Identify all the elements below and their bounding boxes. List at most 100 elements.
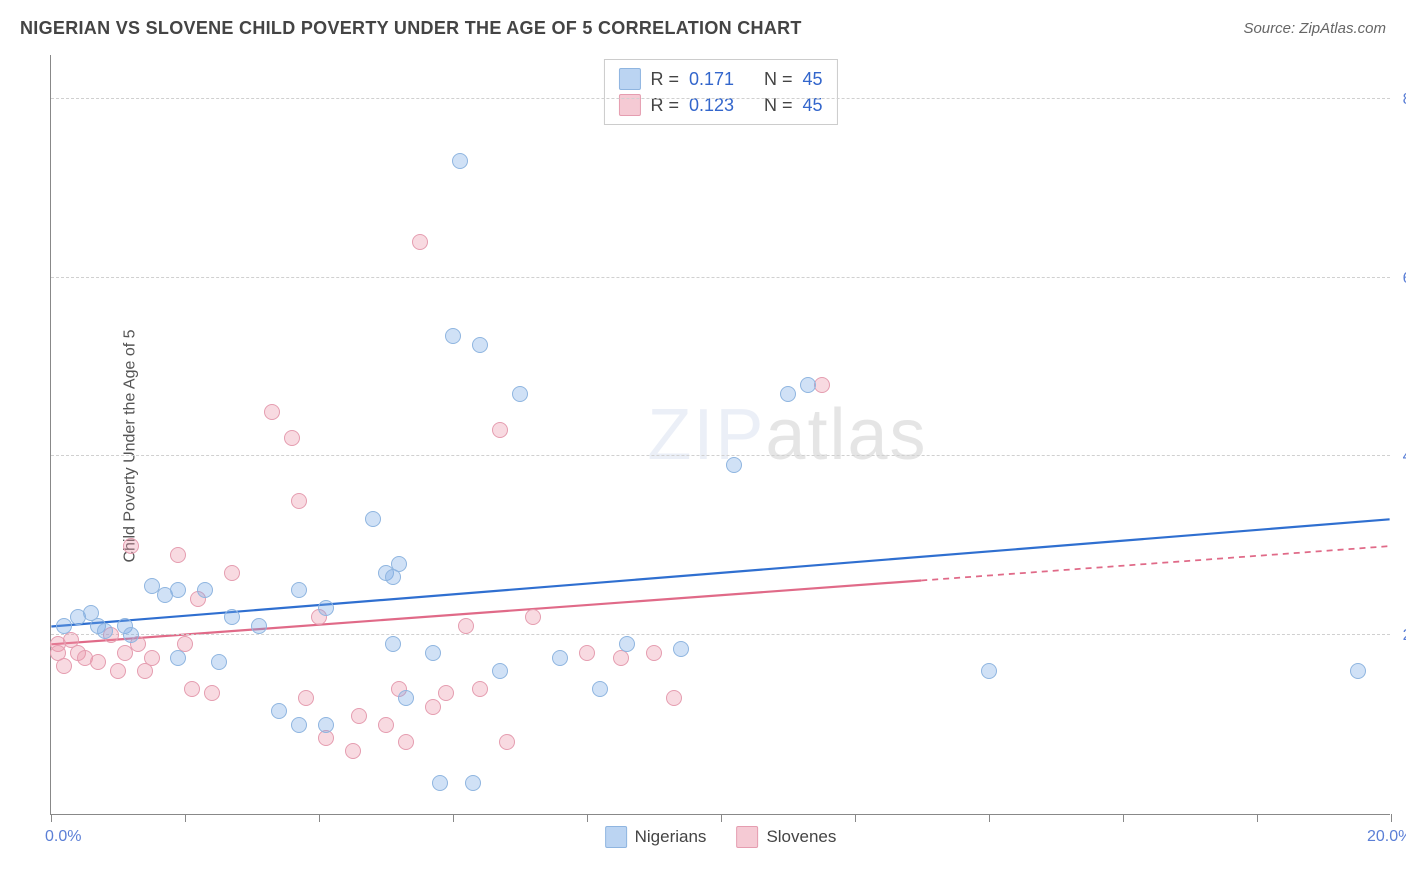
gridline [51, 98, 1390, 99]
x-tick [587, 814, 588, 822]
data-point-slovenes [264, 404, 280, 420]
data-point-slovenes [345, 743, 361, 759]
x-tick-label: 0.0% [45, 828, 81, 846]
source-attribution: Source: ZipAtlas.com [1243, 20, 1386, 37]
legend-label-slovenes: Slovenes [766, 827, 836, 847]
scatter-plot-area: ZIPatlas R = 0.171 N = 45 R = 0.123 N = … [50, 55, 1390, 815]
data-point-nigerians [291, 717, 307, 733]
gridline [51, 634, 1390, 635]
data-point-slovenes [412, 234, 428, 250]
data-point-nigerians [398, 690, 414, 706]
n-label: N = [764, 69, 793, 90]
data-point-slovenes [224, 565, 240, 581]
data-point-slovenes [579, 645, 595, 661]
data-point-slovenes [123, 538, 139, 554]
gridline [51, 455, 1390, 456]
data-point-slovenes [499, 734, 515, 750]
data-point-nigerians [123, 627, 139, 643]
r-label: R = [650, 69, 679, 90]
data-point-nigerians [385, 636, 401, 652]
legend-item-slovenes: Slovenes [736, 826, 836, 848]
data-point-nigerians [512, 386, 528, 402]
y-tick-label: 60.0% [1392, 270, 1406, 288]
data-point-slovenes [492, 422, 508, 438]
slovenes-swatch-icon [736, 826, 758, 848]
data-point-slovenes [90, 654, 106, 670]
stats-row-slovenes: R = 0.123 N = 45 [618, 92, 822, 118]
data-point-slovenes [666, 690, 682, 706]
data-point-nigerians [452, 153, 468, 169]
r-value-nigerians: 0.171 [689, 69, 734, 90]
data-point-nigerians [211, 654, 227, 670]
data-point-slovenes [351, 708, 367, 724]
x-tick [51, 814, 52, 822]
y-tick-label: 40.0% [1392, 448, 1406, 466]
data-point-nigerians [425, 645, 441, 661]
data-point-slovenes [184, 681, 200, 697]
data-point-nigerians [271, 703, 287, 719]
n-value-nigerians: 45 [803, 69, 823, 90]
data-point-nigerians [170, 582, 186, 598]
chart-title: NIGERIAN VS SLOVENE CHILD POVERTY UNDER … [20, 18, 802, 39]
x-tick [989, 814, 990, 822]
data-point-nigerians [391, 556, 407, 572]
data-point-slovenes [525, 609, 541, 625]
data-point-nigerians [318, 717, 334, 733]
data-point-nigerians [170, 650, 186, 666]
data-point-nigerians [465, 775, 481, 791]
data-point-nigerians [780, 386, 796, 402]
data-point-slovenes [284, 430, 300, 446]
x-tick [185, 814, 186, 822]
stats-row-nigerians: R = 0.171 N = 45 [618, 66, 822, 92]
x-tick [721, 814, 722, 822]
data-point-nigerians [552, 650, 568, 666]
data-point-slovenes [170, 547, 186, 563]
legend-item-nigerians: Nigerians [605, 826, 707, 848]
legend: Nigerians Slovenes [605, 826, 837, 848]
data-point-slovenes [472, 681, 488, 697]
data-point-slovenes [398, 734, 414, 750]
nigerians-swatch-icon [605, 826, 627, 848]
data-point-slovenes [438, 685, 454, 701]
data-point-slovenes [144, 650, 160, 666]
data-point-nigerians [619, 636, 635, 652]
nigerians-swatch-icon [618, 68, 640, 90]
data-point-nigerians [981, 663, 997, 679]
x-tick [1391, 814, 1392, 822]
data-point-nigerians [97, 623, 113, 639]
data-point-nigerians [673, 641, 689, 657]
x-tick [1123, 814, 1124, 822]
y-tick-label: 80.0% [1392, 91, 1406, 109]
data-point-nigerians [800, 377, 816, 393]
data-point-slovenes [291, 493, 307, 509]
data-point-nigerians [365, 511, 381, 527]
correlation-stats-box: R = 0.171 N = 45 R = 0.123 N = 45 [603, 59, 837, 125]
data-point-slovenes [204, 685, 220, 701]
data-point-nigerians [432, 775, 448, 791]
data-point-slovenes [646, 645, 662, 661]
trendline-nigerians [51, 519, 1389, 626]
data-point-nigerians [318, 600, 334, 616]
data-point-nigerians [726, 457, 742, 473]
y-tick-label: 20.0% [1392, 627, 1406, 645]
data-point-slovenes [378, 717, 394, 733]
data-point-nigerians [445, 328, 461, 344]
gridline [51, 277, 1390, 278]
x-tick [319, 814, 320, 822]
data-point-slovenes [458, 618, 474, 634]
trendlines-layer [51, 55, 1390, 814]
data-point-nigerians [1350, 663, 1366, 679]
data-point-nigerians [251, 618, 267, 634]
x-tick-label: 20.0% [1367, 828, 1406, 846]
x-tick [855, 814, 856, 822]
data-point-slovenes [298, 690, 314, 706]
data-point-nigerians [291, 582, 307, 598]
data-point-nigerians [592, 681, 608, 697]
legend-label-nigerians: Nigerians [635, 827, 707, 847]
data-point-nigerians [492, 663, 508, 679]
data-point-slovenes [56, 658, 72, 674]
data-point-slovenes [425, 699, 441, 715]
data-point-nigerians [224, 609, 240, 625]
data-point-slovenes [110, 663, 126, 679]
x-tick [453, 814, 454, 822]
